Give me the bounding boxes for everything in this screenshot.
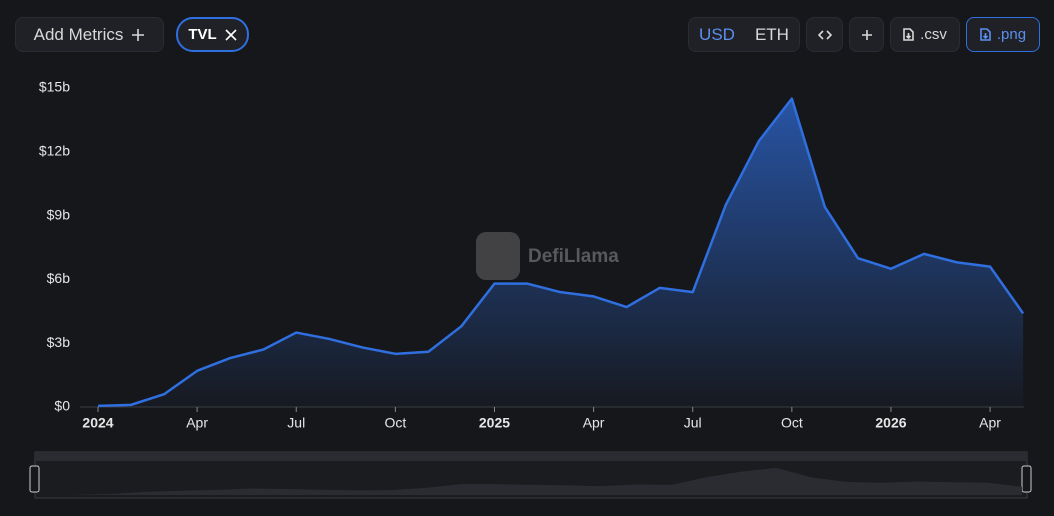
png-label: .png	[996, 26, 1027, 43]
watermark: DefiLlama	[476, 232, 619, 280]
x-tick-label: 2025	[479, 415, 510, 431]
csv-label: .csv	[920, 26, 947, 43]
range-slider-bar[interactable]	[35, 452, 1027, 461]
x-tick-label: 2026	[875, 415, 906, 431]
usd-option[interactable]: USD	[699, 24, 735, 44]
y-tick-label: $9b	[47, 206, 71, 222]
x-tick-label: Apr	[186, 415, 208, 431]
watermark-text: DefiLlama	[528, 246, 619, 267]
tvl-label: TVL	[188, 26, 217, 43]
csv-button[interactable]: .csv	[890, 17, 960, 52]
minimap-area	[40, 467, 1022, 495]
tvl-pill[interactable]: TVL	[176, 17, 249, 52]
x-tick-label: Oct	[384, 415, 406, 431]
range-handle-right[interactable]	[1021, 465, 1032, 493]
area-fill	[98, 98, 1024, 407]
range-slider[interactable]	[34, 451, 1028, 499]
currency-toggle: USD ETH	[688, 17, 800, 52]
file-icon	[980, 28, 991, 41]
x-tick-label: Jul	[287, 415, 305, 431]
y-tick-label: $6b	[47, 270, 71, 286]
eth-option[interactable]: ETH	[754, 24, 789, 44]
add-button[interactable]	[849, 17, 884, 52]
png-button[interactable]: .png	[966, 17, 1040, 52]
x-tick-label: Apr	[583, 415, 605, 431]
y-tick-label: $3b	[47, 334, 71, 350]
x-tick-label: Jul	[684, 415, 702, 431]
x-tick-label: Oct	[781, 415, 803, 431]
plus-icon	[861, 29, 872, 40]
y-tick-label: $15b	[39, 79, 70, 95]
plus-icon	[132, 28, 145, 41]
x-tick-label: 2024	[82, 415, 113, 431]
code-icon	[817, 29, 832, 40]
y-tick-label: $0	[54, 398, 70, 414]
range-handle-left[interactable]	[29, 465, 40, 493]
add-metrics-button[interactable]: Add Metrics	[15, 17, 164, 52]
embed-button[interactable]	[806, 17, 843, 52]
watermark-logo	[476, 232, 520, 280]
y-tick-label: $12b	[39, 143, 70, 159]
area-line	[97, 97, 1025, 408]
x-tick-label: Apr	[979, 415, 1001, 431]
file-icon	[903, 28, 914, 41]
close-icon	[225, 28, 237, 41]
add-metrics-label: Add Metrics	[33, 24, 124, 44]
